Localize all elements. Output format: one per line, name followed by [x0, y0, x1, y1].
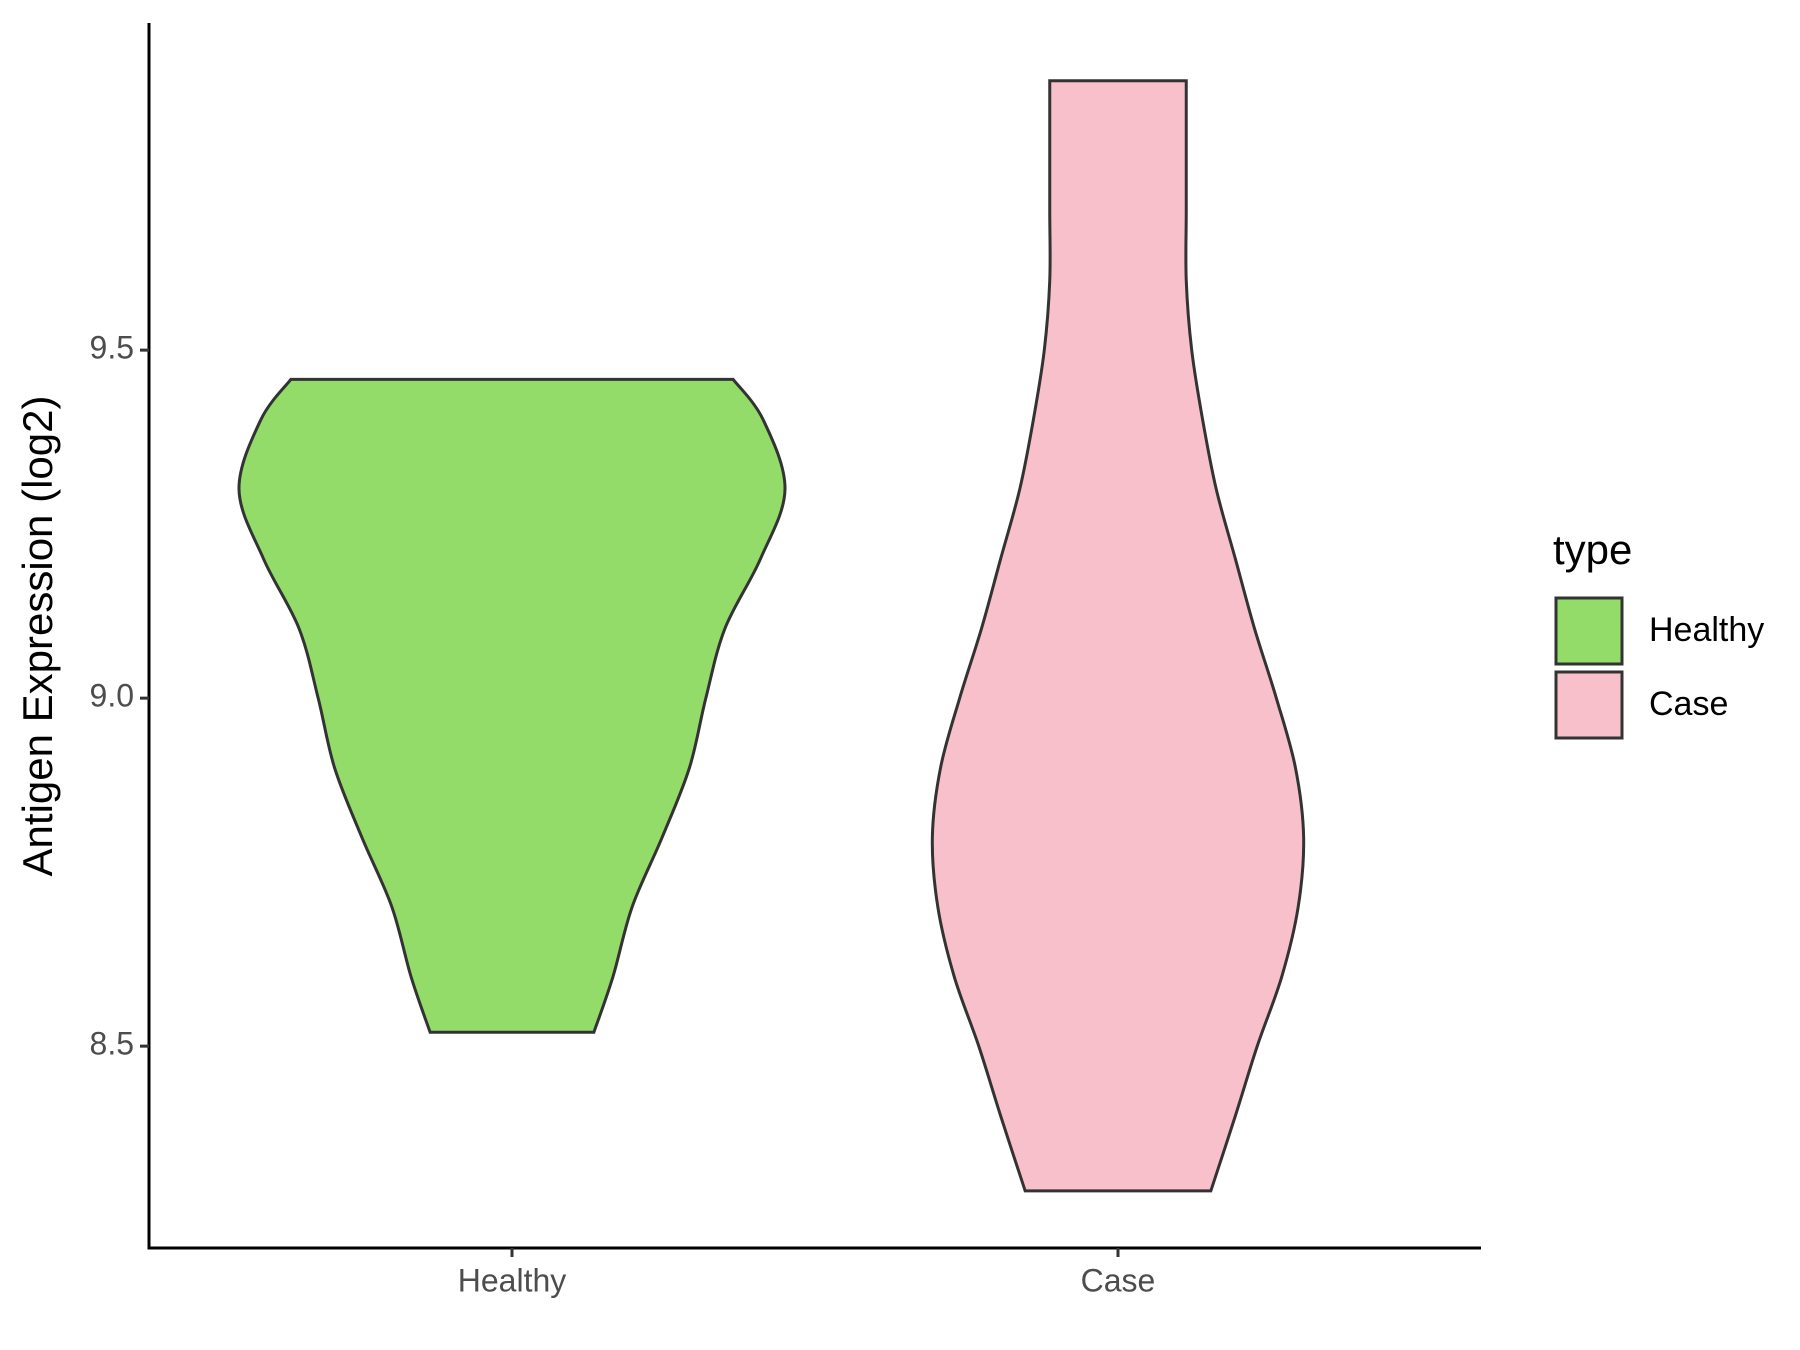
- x-tick-label: Case: [1081, 1262, 1156, 1298]
- violin: [237, 377, 787, 1034]
- violin: [930, 79, 1306, 1193]
- y-axis-title: Antigen Expression (log2): [14, 396, 61, 877]
- y-tick-label: 8.5: [90, 1026, 134, 1062]
- y-tick-label: 9.5: [90, 330, 134, 366]
- legend-title: type: [1553, 526, 1632, 573]
- x-tick-label: Healthy: [458, 1262, 567, 1298]
- legend-key: [1554, 670, 1624, 740]
- legend-key: [1554, 596, 1624, 666]
- y-tick-label: 9.0: [90, 678, 134, 714]
- legend-label: Case: [1649, 685, 1728, 723]
- legend-label: Healthy: [1649, 611, 1764, 649]
